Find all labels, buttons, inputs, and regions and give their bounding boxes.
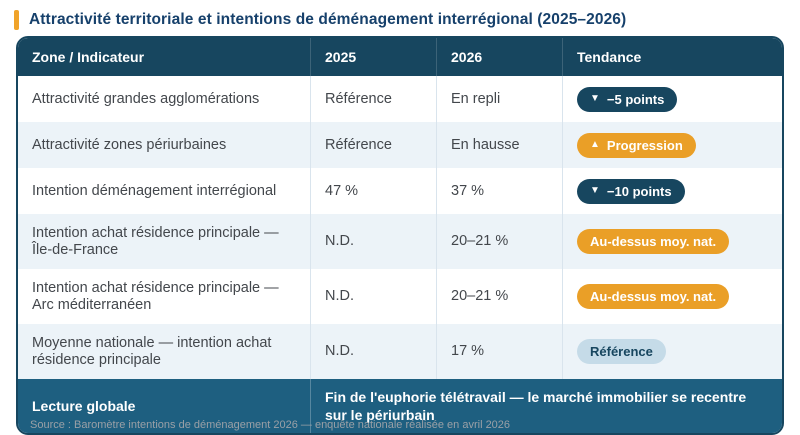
value-2025-cell: N.D. bbox=[310, 269, 436, 324]
column-header-2026: 2026 bbox=[436, 38, 562, 76]
value-2026-cell: 20–21 % bbox=[436, 269, 562, 324]
trend-badge-label: Au-dessus moy. nat. bbox=[590, 234, 717, 249]
title-accent-bar bbox=[14, 10, 19, 30]
table-row: Intention achat résidence principale — Î… bbox=[18, 214, 782, 269]
table-row: Intention déménagement interrégional 47 … bbox=[18, 168, 782, 214]
footer-label: Lecture globale bbox=[32, 398, 136, 414]
value-2025-cell: Référence bbox=[310, 122, 436, 168]
indicator-cell: Attractivité zones périurbaines bbox=[32, 136, 227, 153]
trend-down-icon: ▼ bbox=[590, 185, 600, 196]
value-2025-cell: Référence bbox=[310, 76, 436, 122]
trend-cell: ▲ Progression bbox=[562, 122, 782, 168]
indicator-cell: Intention achat résidence principale — A… bbox=[32, 279, 279, 313]
value-2026-cell: 37 % bbox=[436, 168, 562, 214]
value-2025-cell: 47 % bbox=[310, 168, 436, 214]
trend-cell: Référence bbox=[562, 324, 782, 379]
table-row: Attractivité grandes agglomérations Réfé… bbox=[18, 76, 782, 122]
trend-badge: ▲ Progression bbox=[577, 132, 696, 158]
trend-up-icon: ▲ bbox=[590, 139, 600, 150]
trend-badge: ▼ −5 points bbox=[577, 86, 678, 112]
page-title: Attractivité territoriale et intentions … bbox=[29, 11, 627, 28]
trend-badge-label: Progression bbox=[606, 137, 683, 153]
table-row: Attractivité zones périurbaines Référenc… bbox=[18, 122, 782, 168]
report-header: Attractivité territoriale et intentions … bbox=[0, 0, 800, 36]
column-header-tendance: Tendance bbox=[562, 38, 782, 76]
source-caption: Source : Baromètre intentions de déménag… bbox=[30, 419, 511, 431]
table-row: Moyenne nationale — intention achat rési… bbox=[18, 324, 782, 379]
trend-cell: Au-dessus moy. nat. bbox=[562, 214, 782, 269]
value-2026-cell: 17 % bbox=[436, 324, 562, 379]
indicator-cell: Attractivité grandes agglomérations bbox=[32, 90, 260, 107]
trend-badge: ▼ −10 points bbox=[577, 178, 685, 204]
value-2025-cell: N.D. bbox=[310, 324, 436, 379]
trend-badge-label: Référence bbox=[590, 344, 653, 359]
value-2026-cell: En repli bbox=[436, 76, 562, 122]
reference-badge: Référence bbox=[577, 339, 666, 364]
trend-badge-label: −10 points bbox=[606, 183, 672, 199]
trend-cell: Au-dessus moy. nat. bbox=[562, 269, 782, 324]
attractivite-table: Zone / Indicateur 2025 2026 Tendance Att… bbox=[16, 36, 784, 435]
value-2026-cell: En hausse bbox=[436, 122, 562, 168]
value-2026-cell: 20–21 % bbox=[436, 214, 562, 269]
table-footer-row: Lecture globale Fin de l'euphorie télétr… bbox=[18, 379, 782, 433]
indicator-cell: Moyenne nationale — intention achat rési… bbox=[32, 334, 272, 368]
trend-badge: Au-dessus moy. nat. bbox=[577, 284, 730, 309]
trend-badge-label: Au-dessus moy. nat. bbox=[590, 289, 717, 304]
table-row: Intention achat résidence principale — A… bbox=[18, 269, 782, 324]
indicator-cell: Intention déménagement interrégional bbox=[32, 182, 277, 199]
column-header-2025: 2025 bbox=[310, 38, 436, 76]
trend-cell: ▼ −10 points bbox=[562, 168, 782, 214]
indicator-cell: Intention achat résidence principale — Î… bbox=[32, 224, 279, 258]
column-header-zone-indicateur: Zone / Indicateur bbox=[32, 49, 145, 65]
footer-summary: Fin de l'euphorie télétravail — le march… bbox=[310, 379, 782, 433]
trend-down-icon: ▼ bbox=[590, 93, 600, 104]
trend-cell: ▼ −5 points bbox=[562, 76, 782, 122]
value-2025-cell: N.D. bbox=[310, 214, 436, 269]
table-header-row: Zone / Indicateur 2025 2026 Tendance bbox=[18, 38, 782, 76]
trend-badge: Au-dessus moy. nat. bbox=[577, 229, 730, 254]
trend-badge-label: −5 points bbox=[606, 91, 665, 107]
